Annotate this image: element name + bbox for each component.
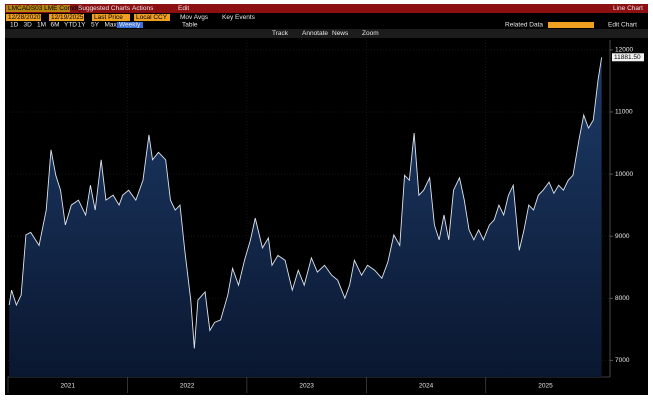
range-button[interactable]: 1M (37, 22, 46, 29)
area (9, 57, 602, 377)
ticker: LMCADS03 LME Comdty (8, 5, 82, 12)
table-button[interactable]: Table (182, 22, 198, 29)
option[interactable]: Mov Avgs (180, 14, 209, 21)
last-price-label: 11881.50 (614, 54, 641, 61)
date-box[interactable] (49, 14, 84, 21)
range-button[interactable]: Max (105, 22, 118, 29)
range-button[interactable]: 1Y (78, 22, 87, 29)
currency: Local CCY (136, 14, 168, 21)
range-button[interactable]: 1D (10, 22, 19, 29)
x-tick-label: 2021 (60, 383, 75, 390)
x-tick-label: 2022 (180, 383, 195, 390)
option[interactable]: Key Events (222, 14, 256, 21)
y-tick-label: 10000 (615, 171, 633, 178)
start-date: 12/28/2020 (8, 14, 41, 21)
range-button[interactable]: YTD (64, 22, 77, 29)
menu[interactable]: Actions (132, 5, 154, 12)
x-tick-label: 2025 (538, 383, 553, 390)
field-box[interactable] (92, 14, 130, 21)
x-tick-label: 2023 (299, 383, 314, 390)
view-name: Line Chart (613, 5, 643, 12)
study-box[interactable] (548, 22, 594, 28)
tool-button[interactable]: Zoom (362, 30, 379, 37)
date-box[interactable] (6, 14, 41, 21)
range-button[interactable]: 6M (51, 22, 60, 29)
title-bar (5, 4, 648, 13)
menu[interactable]: Edit (178, 5, 189, 12)
y-tick-label: 8000 (615, 295, 630, 302)
y-tick-label: 9000 (615, 233, 630, 240)
related-data[interactable]: Related Data (505, 22, 543, 29)
menu[interactable]: Suggested Charts (78, 5, 131, 12)
end-date: 12/19/2025 (51, 14, 84, 21)
x-tick-label: 2024 (419, 383, 434, 390)
toolbar (5, 29, 648, 38)
edit-chart[interactable]: Edit Chart (608, 22, 637, 29)
price-line (8, 57, 603, 349)
frequency-box[interactable] (117, 22, 143, 28)
field: Last Price (94, 14, 123, 21)
currency-box[interactable] (134, 14, 170, 21)
y-tick-label: 12000 (615, 47, 633, 54)
tool-button[interactable]: Track (272, 30, 289, 37)
range-button[interactable]: 5Y (91, 22, 100, 29)
y-tick-label: 7000 (615, 357, 630, 364)
range-button[interactable]: 3D (24, 22, 33, 29)
frequency: Weekly (119, 22, 141, 29)
ticker-box[interactable] (6, 5, 70, 12)
y-tick-label: 11000 (615, 109, 633, 116)
tool-button[interactable]: Annotate (302, 30, 328, 37)
last-price-tag (612, 53, 644, 62)
tool-button[interactable]: News (332, 30, 349, 37)
